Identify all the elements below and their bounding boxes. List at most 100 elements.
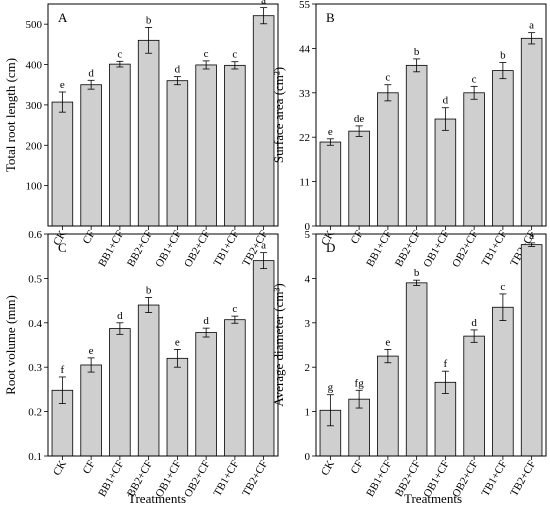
- significance-letter: fg: [355, 377, 365, 389]
- y-tick-label: 0.2: [28, 407, 42, 419]
- x-tick-label: TB1+CF: [211, 459, 241, 499]
- panel-letter: A: [58, 10, 68, 25]
- x-tick-label: CF: [349, 229, 366, 247]
- x-tick-label: OB1+CF: [421, 229, 452, 270]
- y-tick-label: 3: [305, 318, 311, 330]
- significance-letter: c: [232, 49, 237, 61]
- x-tick-label: BB2+CF: [125, 229, 155, 270]
- bar: [492, 306, 514, 457]
- significance-letter: b: [414, 267, 420, 279]
- y-tick-label: 0.5: [28, 273, 42, 285]
- y-tick-label: 300: [26, 100, 43, 112]
- y-tick-label: 0.1: [28, 451, 42, 463]
- significance-letter: d: [203, 315, 209, 327]
- significance-letter: e: [89, 345, 94, 357]
- bar: [166, 357, 189, 457]
- significance-letter: a: [529, 230, 534, 242]
- bar: [348, 130, 370, 227]
- y-axis-label: Root volume (mm): [3, 295, 18, 395]
- y-tick-label: 33: [299, 88, 311, 100]
- plot-frame: [315, 233, 547, 457]
- panel-letter: C: [58, 240, 67, 255]
- y-tick-label: 11: [299, 177, 310, 189]
- x-tick-label: OB2+CF: [450, 229, 481, 270]
- y-tick-label: 0: [305, 221, 311, 233]
- bar: [224, 319, 246, 457]
- bar: [377, 355, 399, 457]
- panel-letter: B: [326, 10, 335, 25]
- x-tick-label: BB1+CF: [364, 459, 394, 500]
- bar: [51, 101, 74, 227]
- significance-letter: c: [500, 281, 505, 293]
- y-tick-label: 400: [26, 60, 43, 72]
- x-tick-label: BB1+CF: [96, 459, 126, 500]
- bar: [195, 332, 217, 457]
- bar: [137, 304, 160, 457]
- bar: [137, 39, 160, 227]
- significance-letter: b: [414, 46, 420, 58]
- bar: [405, 282, 428, 457]
- bar: [319, 141, 342, 227]
- x-tick-label: TB1+CF: [479, 459, 509, 499]
- y-tick-label: 44: [299, 43, 311, 55]
- x-tick-label: CK: [51, 458, 69, 477]
- significance-letter: d: [443, 95, 449, 107]
- y-tick-label: 200: [26, 140, 43, 152]
- plot-frame: [315, 3, 547, 227]
- y-tick-label: 22: [299, 132, 310, 144]
- bar: [224, 64, 246, 227]
- y-tick-label: 500: [26, 19, 43, 31]
- bar: [520, 244, 543, 457]
- significance-letter: e: [60, 79, 65, 91]
- significance-letter: c: [385, 72, 390, 84]
- x-tick-label: TB2+CF: [508, 459, 538, 499]
- significance-letter: f: [61, 364, 65, 376]
- bar: [80, 84, 102, 227]
- significance-letter: b: [146, 14, 152, 26]
- x-tick-label: CK: [319, 458, 337, 477]
- significance-letter: a: [529, 20, 534, 32]
- significance-letter: a: [261, 240, 266, 252]
- significance-letter: d: [117, 310, 123, 322]
- y-tick-label: 4: [305, 273, 311, 285]
- plot-frame: [47, 3, 279, 227]
- bar: [463, 335, 485, 457]
- bar: [520, 37, 543, 227]
- significance-letter: c: [472, 73, 477, 85]
- y-tick-label: 0.3: [28, 362, 42, 374]
- x-tick-label: OB2+CF: [182, 459, 213, 500]
- bar: [109, 63, 131, 227]
- x-tick-label: CF: [349, 459, 366, 477]
- x-tick-label: CF: [81, 229, 98, 247]
- x-tick-label: TB2+CF: [240, 459, 270, 499]
- bar: [492, 70, 514, 227]
- y-axis-label: Average diameter (cm³): [271, 283, 286, 406]
- significance-letter: f: [444, 358, 448, 370]
- y-tick-label: 0.6: [28, 229, 42, 241]
- y-tick-label: 0: [305, 451, 311, 463]
- bar: [166, 80, 189, 227]
- significance-letter: b: [146, 284, 152, 296]
- y-tick-label: 1: [305, 407, 311, 419]
- significance-letter: c: [204, 48, 209, 60]
- x-tick-label: OB2+CF: [182, 229, 213, 270]
- significance-letter: c: [232, 303, 237, 315]
- y-axis-label: Surface area (cm²): [271, 67, 286, 163]
- x-tick-label: BB1+CF: [96, 229, 126, 270]
- y-tick-label: 55: [299, 0, 311, 11]
- y-axis-label: Total root length (cm): [3, 58, 18, 172]
- plot-frame: [47, 233, 279, 457]
- x-tick-label: BB1+CF: [364, 229, 394, 270]
- bar: [80, 364, 102, 457]
- x-axis-label-left: Treatments: [128, 491, 186, 506]
- significance-letter: de: [354, 113, 365, 125]
- y-tick-label: 100: [26, 181, 43, 193]
- y-tick-label: 0.4: [28, 318, 42, 330]
- significance-letter: d: [88, 67, 94, 79]
- bar: [463, 92, 485, 227]
- significance-letter: d: [175, 64, 181, 76]
